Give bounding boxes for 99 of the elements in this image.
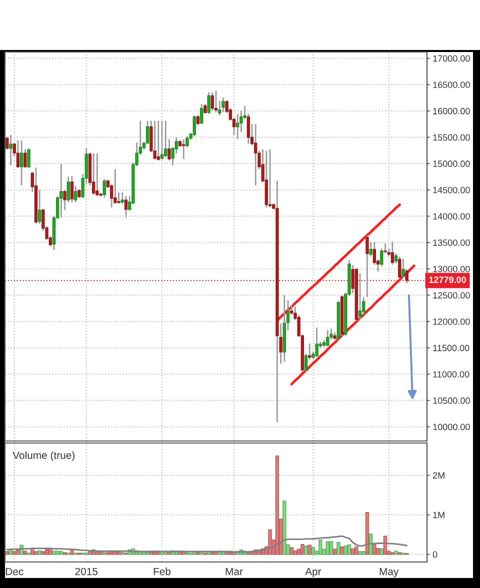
candlestick	[315, 328, 318, 357]
candlestick	[27, 148, 30, 168]
bar	[358, 551, 362, 555]
candlestick	[20, 140, 24, 186]
bar	[326, 541, 330, 555]
bar	[362, 551, 366, 555]
bar	[332, 548, 337, 555]
y-tick-label: 0	[432, 551, 438, 558]
ref-line-label: 12779.00	[429, 276, 466, 283]
bar	[329, 541, 334, 555]
bar	[347, 544, 352, 555]
bar	[23, 550, 28, 555]
y-tick-label: 14500.00	[433, 186, 470, 194]
bar	[300, 544, 304, 555]
line-series	[290, 264, 416, 386]
bar	[44, 548, 49, 555]
y-tick-label: 1M	[433, 512, 444, 518]
y-tick-label: 10500.00	[433, 397, 470, 404]
bar	[336, 542, 340, 555]
bar	[308, 544, 312, 555]
candlestick	[160, 120, 164, 160]
bar	[304, 546, 308, 555]
bar	[41, 551, 46, 555]
candlestick	[124, 196, 128, 218]
bar	[52, 550, 56, 555]
y-tick-label: 16000.00	[433, 108, 470, 114]
candlestick	[358, 273, 362, 320]
x-tick-label: May	[380, 568, 399, 578]
y-tick-label: 15500.00	[433, 134, 470, 141]
candlestick	[254, 124, 258, 186]
bar	[311, 547, 316, 555]
y-tick-label: 14000.00	[433, 213, 470, 220]
y-tick-label: 12000.00	[433, 318, 470, 325]
y-tick-label: 11000.00	[433, 371, 470, 378]
candlestick	[9, 135, 12, 166]
bar	[282, 500, 286, 555]
candlestick	[117, 192, 120, 204]
bar	[350, 548, 355, 555]
y-tick-label: 16500.00	[433, 82, 470, 88]
bar	[344, 546, 348, 555]
bar	[365, 512, 370, 555]
bar	[38, 550, 42, 555]
bar	[354, 546, 358, 555]
candlestick	[384, 243, 387, 254]
y-tick-label: 15000.00	[433, 160, 470, 167]
bar	[268, 529, 272, 555]
candlestick	[16, 140, 20, 168]
y-tick-label: 13000.00	[433, 266, 470, 272]
candlestick	[207, 92, 210, 114]
x-tick-label: Apr	[305, 568, 322, 578]
candlestick	[398, 256, 402, 280]
bar	[34, 551, 38, 555]
candlestick	[102, 179, 106, 198]
bar	[340, 546, 344, 555]
bar	[12, 551, 16, 555]
candlestick	[326, 330, 330, 346]
candlestick	[96, 153, 99, 196]
x-tick-label: 2015	[75, 568, 98, 576]
candlestick	[210, 92, 214, 111]
text: Volume (true)	[12, 451, 74, 462]
line-series	[6, 535, 408, 553]
candlestick	[92, 153, 96, 195]
bar	[56, 550, 60, 555]
y-tick-label: 10000.00	[433, 424, 470, 430]
bar	[5, 551, 10, 555]
bar	[290, 547, 294, 555]
candlestick	[38, 190, 42, 224]
candlestick	[24, 149, 27, 168]
bar	[275, 456, 280, 555]
candlestick	[222, 98, 225, 112]
y-tick-label: 11500.00	[433, 344, 470, 352]
candlestick	[236, 114, 240, 140]
candlestick	[268, 149, 272, 208]
bar	[376, 548, 380, 555]
y-tick-label: 17000.00	[433, 55, 470, 62]
y-tick-label: 13500.00	[433, 240, 470, 246]
candlestick	[70, 176, 74, 202]
y-tick-label: 2M	[433, 472, 444, 479]
candlestick	[192, 116, 196, 136]
bar	[380, 548, 384, 555]
candlestick	[114, 169, 117, 204]
x-tick-label: Mar	[226, 568, 243, 576]
bar	[59, 551, 64, 555]
bar	[318, 540, 322, 555]
bar	[372, 544, 376, 555]
bar	[394, 550, 398, 555]
x-tick-label: Feb	[154, 568, 171, 576]
candlestick	[156, 120, 160, 161]
candlestick	[60, 164, 63, 218]
candlestick	[164, 120, 168, 158]
candlestick	[120, 192, 124, 204]
candlestick	[153, 120, 156, 160]
y-tick-label: 12500.00	[433, 292, 470, 299]
candlestick	[390, 242, 394, 265]
bar	[293, 550, 298, 555]
candlestick	[366, 236, 369, 297]
x-tick-label: Dec	[6, 568, 24, 576]
candlestick	[200, 104, 204, 124]
candlestick	[182, 139, 186, 160]
